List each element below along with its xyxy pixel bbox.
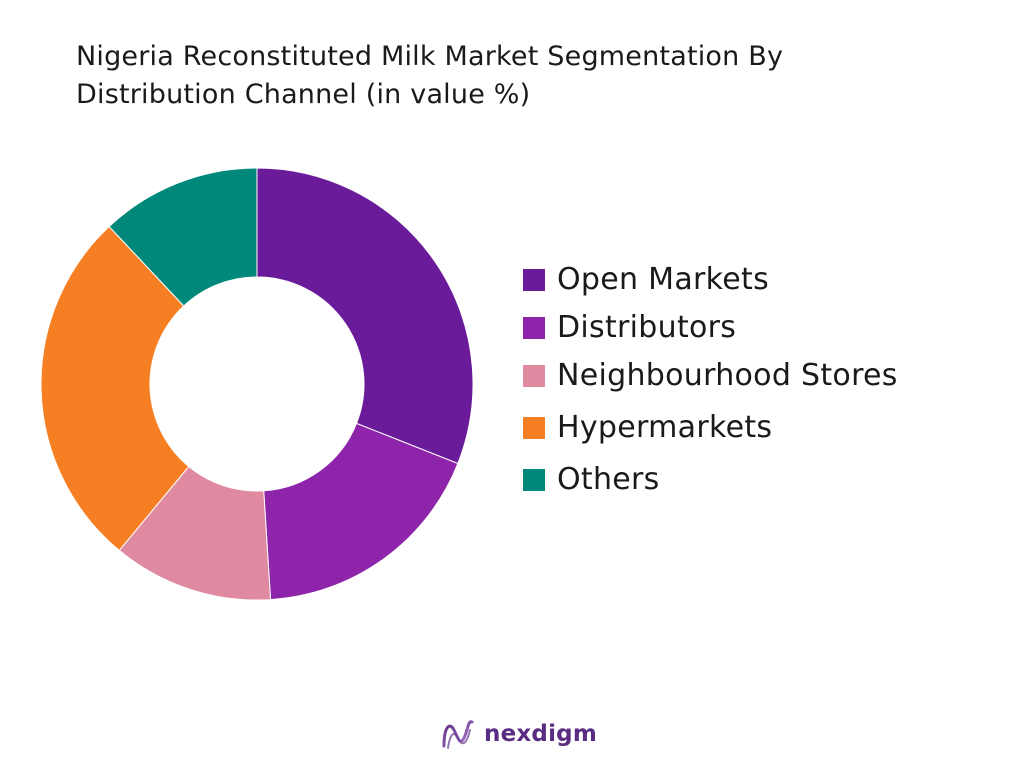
legend-label: Neighbourhood Stores xyxy=(557,358,898,393)
legend-label: Open Markets xyxy=(557,262,770,297)
legend-item-open-markets: Open Markets xyxy=(523,262,769,297)
legend-swatch xyxy=(523,316,545,339)
legend-item-neighbourhood-stores: Neighbourhood Stores xyxy=(523,358,898,393)
nexdigm-logo-icon xyxy=(442,720,474,749)
donut-slice-hypermarkets xyxy=(40,225,190,552)
legend-label: Distributors xyxy=(557,310,737,345)
donut-slice-open-markets xyxy=(256,167,474,465)
chart-title-line-1: Nigeria Reconstituted Milk Market Segmen… xyxy=(76,41,784,72)
legend-item-others: Others xyxy=(523,462,660,497)
chart-title: Nigeria Reconstituted Milk Market Segmen… xyxy=(76,38,936,114)
legend-item-hypermarkets: Hypermarkets xyxy=(523,410,772,445)
legend-item-distributors: Distributors xyxy=(523,310,736,345)
nexdigm-logo: nexdigm xyxy=(440,716,597,752)
legend-swatch xyxy=(523,468,545,491)
legend-swatch xyxy=(523,364,545,387)
donut-slice-distributors xyxy=(263,422,459,601)
legend-swatch xyxy=(523,268,545,291)
nexdigm-logo-text: nexdigm xyxy=(484,721,597,747)
donut-slice-others xyxy=(108,167,258,307)
chart-title-line-2: Distribution Channel (in value %) xyxy=(76,79,531,110)
legend-label: Hypermarkets xyxy=(557,410,773,445)
legend-swatch xyxy=(523,416,545,439)
legend-label: Others xyxy=(557,462,660,497)
